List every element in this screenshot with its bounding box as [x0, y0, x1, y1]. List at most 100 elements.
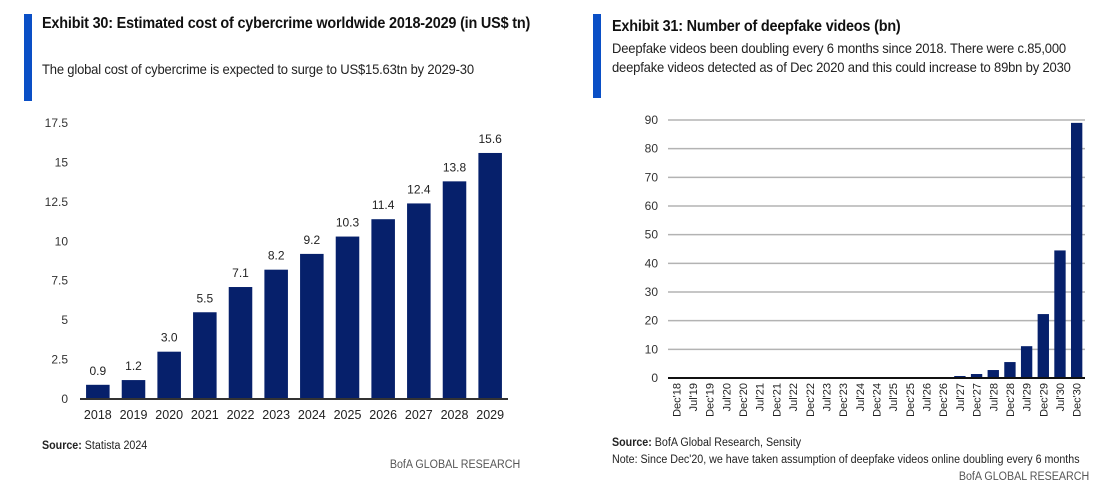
- x-tick-label: 2026: [369, 408, 397, 422]
- data-label: 10.3: [336, 216, 360, 230]
- source-note: Source: Statista 2024: [42, 440, 147, 452]
- source-note: Source: BofA Global Research, Sensity: [612, 437, 801, 449]
- y-tick-label: 50: [645, 228, 659, 242]
- y-tick-label: 10: [55, 234, 69, 248]
- y-tick-label: 90: [645, 113, 659, 127]
- y-tick-label: 10: [645, 342, 659, 356]
- x-tick-label: 2027: [405, 408, 433, 422]
- bar-2025: [335, 236, 360, 399]
- x-tick-label: Dec'23: [838, 383, 850, 417]
- y-tick-label: 70: [645, 170, 659, 184]
- source-text: BofA Global Research, Sensity: [651, 437, 802, 449]
- y-tick-label: 30: [645, 285, 659, 299]
- y-tick-label: 60: [645, 199, 659, 213]
- x-tick-label: Dec'28: [1005, 383, 1017, 417]
- x-tick-label: Dec'24: [872, 383, 884, 417]
- x-tick-label: Dec'19: [705, 383, 717, 417]
- source-text: Statista 2024: [81, 440, 148, 452]
- x-tick-label: Dec'30: [1072, 383, 1084, 417]
- data-label: 3.0: [161, 331, 178, 345]
- x-tick-label: 2023: [262, 408, 290, 422]
- brand-footer: BofA GLOBAL RESEARCH: [958, 471, 1089, 483]
- bar-2023: [264, 269, 288, 399]
- x-tick-label: Jul'25: [888, 383, 900, 411]
- chart-title: Exhibit 30: Estimated cost of cybercrime…: [42, 15, 531, 32]
- bar-2020: [157, 351, 181, 399]
- x-tick-label: 2020: [155, 408, 183, 422]
- x-tick-label: Jul'19: [688, 383, 700, 411]
- x-tick-label: Dec'22: [805, 383, 817, 417]
- source-label: Source:: [612, 437, 652, 449]
- x-tick-label: Dec'18: [671, 383, 683, 417]
- x-tick-label: Dec'26: [938, 383, 950, 417]
- bar-Jul'30: [1054, 250, 1066, 378]
- y-tick-label: 5: [61, 313, 68, 327]
- y-tick-label: 7.5: [51, 274, 68, 288]
- y-tick-label: 17.5: [45, 116, 69, 130]
- x-tick-label: Dec'29: [1038, 383, 1050, 417]
- brand-footer: BofA GLOBAL RESEARCH: [389, 459, 520, 471]
- x-tick-label: Jul'26: [922, 383, 934, 411]
- bar-Jul'27: [954, 375, 966, 378]
- bar-2018: [86, 384, 110, 399]
- data-label: 15.6: [478, 132, 502, 146]
- x-tick-label: Jul'27: [955, 383, 967, 411]
- y-tick-label: 20: [645, 314, 659, 328]
- chart-subtitle: Deepfake videos been doubling every 6 mo…: [612, 40, 1071, 75]
- y-tick-label: 15: [55, 155, 69, 169]
- x-tick-label: Jul'23: [821, 383, 833, 411]
- data-label: 9.2: [303, 233, 320, 247]
- data-label: 12.4: [407, 182, 431, 196]
- x-tick-label: 2025: [334, 408, 362, 422]
- exhibit-31-panel: Exhibit 31: Number of deepfake videos (b…: [568, 0, 1111, 490]
- x-tick-label: Dec'21: [771, 383, 783, 417]
- bar-2022: [228, 287, 253, 399]
- x-tick-label: Dec'27: [972, 383, 984, 417]
- x-tick-label: Jul'30: [1055, 383, 1067, 411]
- x-tick-label: 2024: [298, 408, 326, 422]
- x-tick-label: 2018: [84, 408, 112, 422]
- bar-2027: [407, 203, 431, 399]
- y-tick-label: 0: [61, 392, 68, 406]
- x-tick-label: Dec'25: [905, 383, 917, 417]
- x-tick-label: 2029: [476, 408, 504, 422]
- data-label: 8.2: [268, 249, 285, 263]
- y-tick-label: 0: [651, 371, 658, 385]
- data-label: 5.5: [196, 291, 213, 305]
- source-label: Source:: [42, 440, 82, 452]
- x-tick-label: Jul'29: [1022, 383, 1034, 411]
- bar-Dec'28: [1004, 362, 1016, 378]
- data-label: 11.4: [372, 198, 395, 212]
- bar-2028: [442, 181, 467, 399]
- x-tick-label: 2022: [227, 408, 255, 422]
- data-label: 7.1: [232, 266, 249, 280]
- deepfake-videos-chart: 0 10 20 30 40 50 60 70 80 90 Dec'18 Jul'19 Dec'19 Jul…: [645, 113, 1085, 417]
- assumption-note: Note: Since Dec'20, we have taken assump…: [612, 454, 1080, 466]
- y-tick-label: 40: [645, 256, 659, 270]
- chart-title: Exhibit 31: Number of deepfake videos (b…: [612, 18, 901, 35]
- x-tick-label: Jul'24: [855, 383, 867, 411]
- bar-Jul'29: [1020, 346, 1033, 378]
- bar-Dec'29: [1037, 314, 1049, 378]
- data-label: 13.8: [443, 160, 467, 174]
- bar-Dec'27: [970, 374, 983, 378]
- x-tick-label: Jul'20: [721, 383, 733, 411]
- y-tick-label: 12.5: [45, 195, 69, 209]
- x-tick-label: Jul'22: [788, 383, 800, 411]
- accent-bar: [593, 14, 601, 98]
- x-tick-label: 2019: [120, 408, 148, 422]
- x-tick-label: Jul'21: [755, 383, 767, 411]
- bar-2026: [371, 219, 395, 399]
- accent-bar: [24, 14, 32, 101]
- chart-subtitle: The global cost of cybercrime is expecte…: [42, 61, 474, 77]
- y-tick-label: 80: [645, 142, 659, 156]
- y-tick-label: 2.5: [51, 353, 68, 367]
- bar-2019: [121, 380, 146, 399]
- bar-Jul'28: [987, 370, 999, 378]
- x-tick-label: Jul'28: [988, 383, 1000, 411]
- x-tick-label: 2021: [191, 408, 219, 422]
- data-label: 0.9: [89, 364, 106, 378]
- x-tick-label: 2028: [441, 408, 469, 422]
- x-tick-label: Dec'20: [738, 383, 750, 417]
- bar-Dec'30: [1070, 122, 1083, 378]
